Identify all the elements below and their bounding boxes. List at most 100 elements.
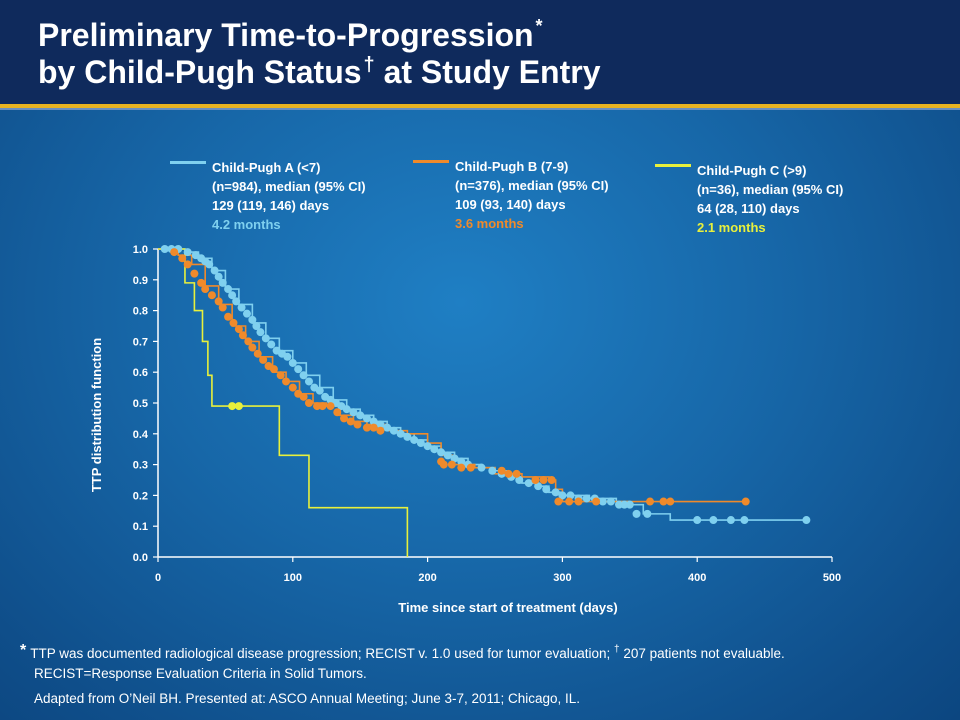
series-b-censor-point [539,476,548,484]
legend-c-line-2: (n=36), median (95% CI) [697,182,844,197]
series-a-censor-point [443,451,452,460]
x-tick-label: 500 [823,572,841,584]
series-b-censor-point [574,497,583,506]
series-b-censor-point [353,420,362,429]
series-b-censor-point [197,278,206,287]
series-b-censor-point [234,325,243,334]
series-a-censor-point [362,414,371,423]
series-a-censor-point [450,454,459,463]
series-a-censor-point [693,516,702,525]
series-a-censor-point [709,516,718,525]
series-b-censor-point [178,254,187,263]
series-b-censor-point [318,402,327,411]
series-b-censor-point [207,291,216,300]
series-b-censor-point [439,460,448,469]
y-tick-label: 1.0 [133,244,148,256]
y-tick-label: 0.7 [133,336,148,348]
series-b-censor-point [504,469,513,478]
series-a-censor-point [183,248,192,257]
series-a-censor-point [403,432,412,441]
footnote-1-text-b: 207 patients not evaluable. [623,646,785,661]
series-a-censor-point [606,497,615,506]
series-b-censor-point [376,426,385,435]
series-b-censor-point [326,402,335,411]
series-a-censor-point [416,439,425,448]
series-a-censor-point [643,509,652,518]
series-b-censor-point [346,417,355,426]
x-tick-label: 100 [284,572,302,584]
series-b-censor-point [340,414,349,423]
y-tick-label: 0.6 [133,367,148,379]
title-text-1: Preliminary Time-to-Progression [38,17,534,53]
series-a-censor-point [283,352,292,361]
footnote-1-text-a: TTP was documented radiological disease … [30,646,611,661]
x-tick-label: 0 [155,572,161,584]
legend-b-median-months: 3.6 months [455,216,524,231]
y-tick-label: 0.4 [133,429,149,441]
legend-a-line-1: Child-Pugh A (<7) [212,160,321,175]
series-b-censor-point [238,331,247,340]
series-a-censor-point [256,328,265,337]
chart-axes: 0 100 200 300 400 500 0.0 0.1 0.2 0.3 0.4 0.5 0.6 0.7… [133,244,841,584]
footnote-dagger: † [614,644,620,655]
title-light-rule [0,108,960,110]
series-a-line [158,248,806,521]
series-a-censor-point [237,303,246,312]
series-a-censor-point [261,334,270,343]
series-a-censor-point [342,405,351,414]
series-b-censor-point [304,399,313,407]
series-a-censor-point [566,491,575,500]
x-tick-label: 300 [553,572,571,584]
series-b-censor-point [299,392,308,401]
legend-a-line-2: (n=984), median (95% CI) [212,179,366,194]
series-a-censor-point [524,479,533,488]
series-c-censor-point [234,402,243,411]
series-b-censor-point [547,476,556,484]
series-a-censor-point [423,442,432,451]
series-b-censor-point [201,285,210,294]
series-b-censor-point [190,269,199,278]
series-a-censor-point [477,463,486,472]
series-b-censor-point [741,497,750,506]
series-a-censor-point [294,365,303,374]
series-a-censor-point [299,371,308,380]
series-b-censor-point [497,466,506,475]
series-a-censor-point [288,358,297,367]
legend-b-line-1: Child-Pugh B (7-9) [455,159,569,174]
series-a-censor-point [376,420,385,429]
legend-child-pugh-c: Child-Pugh C (>9) (n=36), median (95% CI… [655,161,937,237]
title-asterisk: * [535,16,543,36]
y-tick-label: 0.0 [133,552,148,564]
series-a-censor-point [542,485,551,494]
chart-series-lines [158,248,806,557]
legend-b-line-2: (n=376), median (95% CI) [455,178,609,193]
series-a-censor-point [726,516,735,525]
series-a-censor-point [582,494,591,503]
legend-swatch-c [655,164,691,167]
series-b-censor-point [666,497,675,506]
series-a-censor-point [389,426,398,435]
series-a-censor-point [228,291,237,300]
series-b-censor-point [170,248,179,257]
series-b-censor-point [259,355,268,364]
footnote-1: * TTP was documented radiological disease… [20,642,785,661]
x-tick-label: 200 [418,572,436,584]
series-b-censor-point [592,497,601,506]
legend-a-median-months: 4.2 months [212,217,281,232]
series-a-censor-point [315,386,324,395]
series-a-censor-point [396,429,405,438]
series-b-censor-point [288,383,297,392]
footnote-3-citation: Adapted from O’Neil BH. Presented at: AS… [34,691,581,706]
series-b-censor-point [512,469,521,478]
series-a-censor-point [160,245,169,253]
series-b-censor-point [253,349,262,358]
series-b-censor-point [447,460,456,469]
page-title-line-2: by Child-Pugh Status † at Study Entry [38,54,600,91]
chart-censor-points [160,245,811,525]
series-a-censor-point [534,482,543,491]
series-a-censor-point [214,272,223,281]
series-a-censor-point [383,423,392,432]
footnote-asterisk: * [20,642,27,659]
y-tick-label: 0.3 [133,460,148,472]
series-a-censor-point [437,448,446,457]
